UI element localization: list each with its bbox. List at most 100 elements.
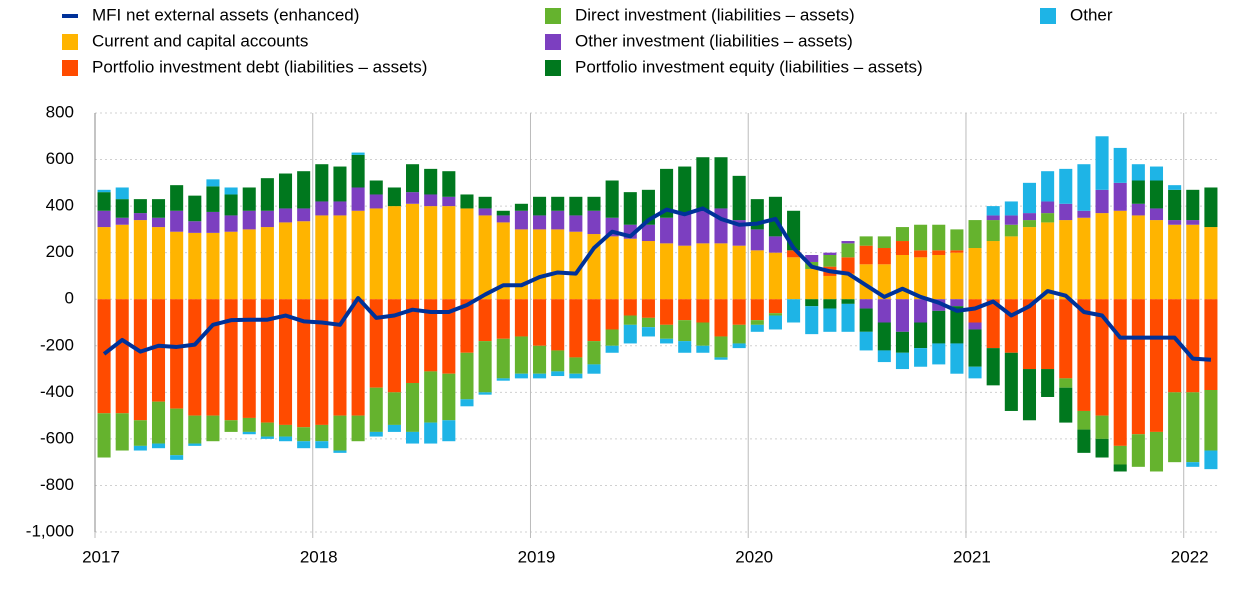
bar-segment <box>1113 147 1127 183</box>
bar-segment <box>641 327 655 337</box>
bar-segment <box>351 154 365 188</box>
bar-segment <box>823 254 837 267</box>
bar-segment <box>1022 213 1037 221</box>
bar-segment <box>460 399 474 407</box>
bar-segment <box>678 213 692 246</box>
bar-segment <box>496 215 510 223</box>
bar-segment <box>1168 220 1182 225</box>
bar-segment <box>895 352 909 370</box>
bar-segment <box>551 229 565 300</box>
bar-segment <box>678 166 692 214</box>
bar-segment <box>315 299 329 425</box>
bar-segment <box>406 164 420 193</box>
bar-segment <box>188 232 202 300</box>
bar-segment <box>478 215 492 300</box>
bar-segment <box>133 420 147 446</box>
bar-segment <box>387 299 401 393</box>
legend-swatch <box>545 34 561 50</box>
bar-segment <box>351 187 365 211</box>
bar-segment <box>97 192 111 211</box>
bar-segment <box>1095 189 1109 214</box>
bar-segment <box>442 171 456 197</box>
bar-segment <box>115 413 129 451</box>
bar-segment <box>696 210 710 244</box>
bar-segment <box>859 264 873 300</box>
bar-segment <box>968 220 982 249</box>
bar-segment <box>351 299 365 416</box>
bar-segment <box>986 206 1000 216</box>
bar-segment <box>660 243 674 300</box>
bar-segment <box>188 443 202 446</box>
bar-segment <box>387 206 401 300</box>
bar-segment <box>1131 215 1145 300</box>
bar-segment <box>914 250 928 258</box>
bar-segment <box>133 299 147 421</box>
bar-segment <box>1041 222 1055 300</box>
bar-segment <box>369 431 383 437</box>
legend-swatch <box>545 8 561 24</box>
bar-segment <box>1095 438 1109 458</box>
bar-segment <box>514 210 528 230</box>
bar-segment <box>641 317 655 328</box>
bar-segment <box>551 210 565 230</box>
bar-segment <box>641 299 655 318</box>
bar-segment <box>333 299 347 416</box>
bar-segment <box>1204 450 1218 470</box>
bar-segment <box>986 348 1000 386</box>
bar-segment <box>895 241 909 255</box>
bar-segment <box>623 238 637 300</box>
x-tick-label: 2019 <box>518 547 556 566</box>
bar-segment <box>224 194 238 216</box>
bar-segment <box>496 378 510 381</box>
bar-segment <box>97 227 111 300</box>
bar-segment <box>315 424 329 442</box>
bar-segment <box>369 180 383 195</box>
bar-segment <box>859 299 873 309</box>
bar-segment <box>1113 299 1127 446</box>
bar-segment <box>369 194 383 209</box>
bar-segment <box>1095 213 1109 300</box>
bar-segment <box>151 199 166 218</box>
bar-segment <box>514 336 528 374</box>
bar-segment <box>242 431 256 435</box>
bar-segment <box>877 264 891 300</box>
bar-segment <box>424 206 438 300</box>
bar-segment <box>950 250 964 253</box>
bar-segment <box>787 299 801 323</box>
bar-segment <box>460 194 474 209</box>
bar-segment <box>968 299 982 323</box>
bar-segment <box>1022 220 1037 228</box>
bar-segment <box>170 408 184 456</box>
bar-segment <box>605 236 619 300</box>
bar-segment <box>1149 208 1164 221</box>
bar-segment <box>968 366 982 379</box>
bar-segment <box>115 217 129 225</box>
bar-segment <box>206 415 220 442</box>
bar-segment <box>533 373 547 379</box>
bar-segment <box>533 196 547 216</box>
bar-segment <box>1095 299 1109 416</box>
bar-segment <box>660 338 674 344</box>
bar-segment <box>297 221 311 300</box>
bar-segment <box>678 245 692 300</box>
bar-segment <box>97 299 111 414</box>
bar-segment <box>424 422 438 444</box>
bar-segment <box>569 299 583 358</box>
x-tick-label: 2022 <box>1171 547 1209 566</box>
bar-segment <box>841 303 855 332</box>
y-tick-label: 200 <box>46 242 74 261</box>
bar-segment <box>641 224 655 242</box>
bar-segment <box>569 215 583 232</box>
bar-segment <box>1059 203 1073 221</box>
bar-segment <box>496 338 510 379</box>
bar-segment <box>1186 189 1200 221</box>
bar-segment <box>1186 462 1200 467</box>
bar-segment <box>278 436 293 442</box>
bar-segment <box>1004 201 1018 216</box>
bar-segment <box>1168 189 1182 221</box>
bar-segment <box>768 299 782 314</box>
bar-segment <box>514 229 528 300</box>
bar-segment <box>1204 227 1218 300</box>
bar-segment <box>768 313 782 316</box>
bar-segment <box>133 220 147 300</box>
